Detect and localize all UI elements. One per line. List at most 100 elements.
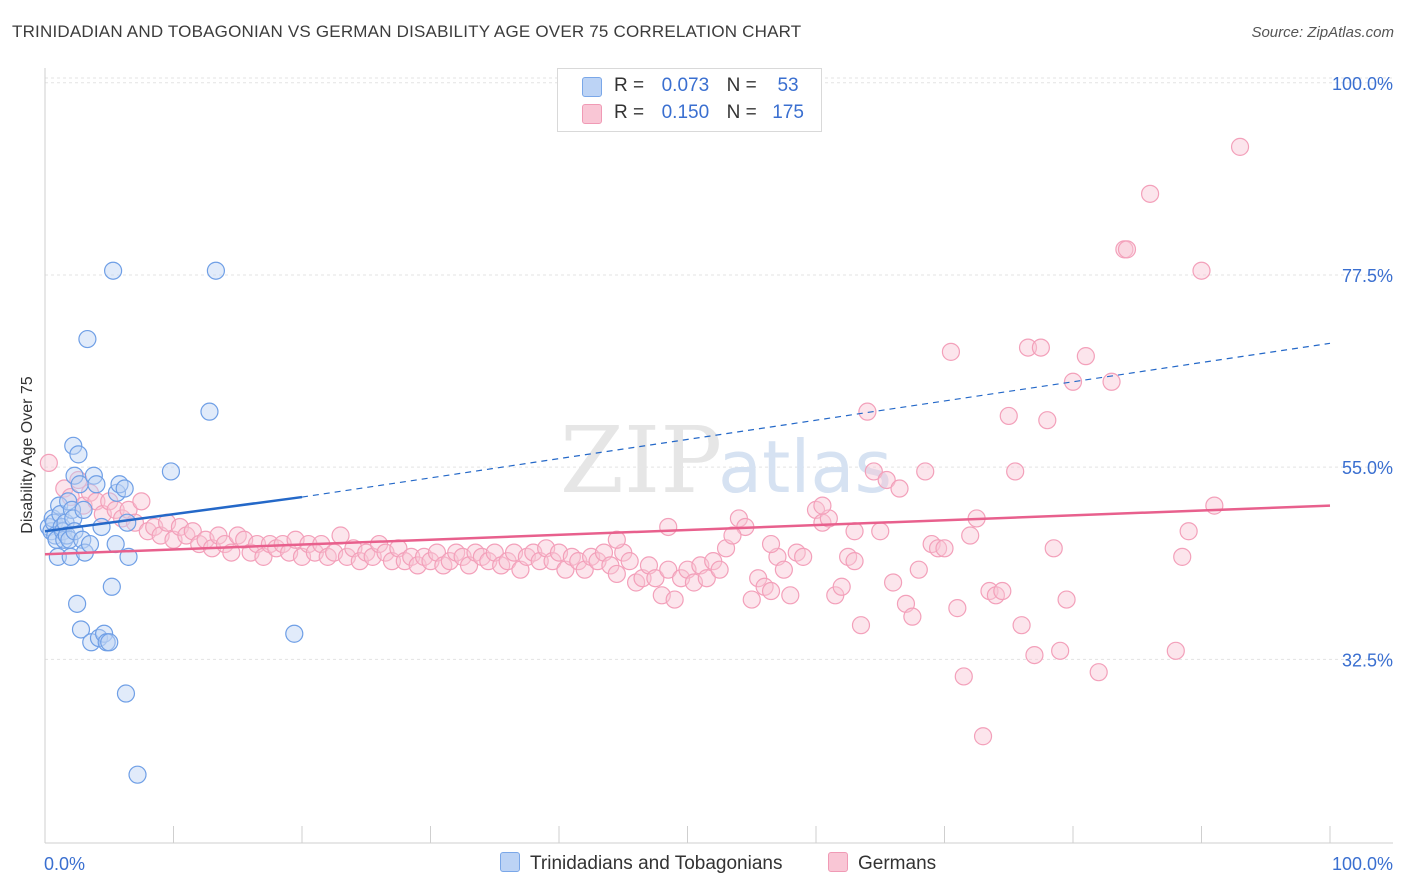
germans-point	[665, 590, 684, 609]
trend-lines	[44, 342, 1331, 556]
germans-point	[1166, 641, 1185, 660]
germans-point	[331, 526, 350, 545]
trinidadians-point	[87, 475, 106, 494]
germans-point	[1192, 261, 1211, 280]
bottom-legend-swatch-pink	[828, 852, 848, 872]
germans-point	[39, 453, 58, 473]
germans-point	[1051, 641, 1070, 660]
bottom-legend-swatch-blue	[500, 852, 520, 872]
germans-point	[1179, 522, 1198, 541]
series-germans	[39, 137, 1250, 746]
trinidadians-point	[102, 577, 121, 596]
chart-title: TRINIDADIAN AND TOBAGONIAN VS GERMAN DIS…	[12, 22, 802, 41]
germans-point	[659, 517, 678, 537]
legend-n-value: 175	[772, 102, 804, 123]
germans-point	[1102, 372, 1121, 391]
x-tick-label: 100.0%	[1332, 854, 1393, 874]
legend-r-label: R =	[614, 75, 645, 96]
germans-point	[864, 462, 883, 481]
bottom-legend-trinidadians: Trinidadians and Tobagonians	[500, 852, 782, 875]
germans-point	[851, 616, 871, 635]
germans-point	[954, 667, 973, 686]
y-axis-label: Disability Age Over 75	[19, 376, 36, 534]
tick-labels: 100.0% 77.5% 55.0% 32.5% 0.0% 100.0%	[44, 74, 1393, 874]
trinidadians-point	[116, 684, 136, 703]
y-tick-label: 32.5%	[1342, 650, 1393, 670]
germans-point	[781, 586, 800, 605]
germans-point	[1025, 645, 1044, 665]
trinidadians-point	[65, 466, 84, 485]
trinidadians-point	[74, 500, 93, 519]
germans-point	[761, 581, 781, 601]
germans-point	[845, 522, 864, 541]
trinidadians-point	[68, 594, 87, 613]
germans-trend-line	[44, 504, 1331, 556]
legend-n-label: N =	[726, 75, 757, 96]
trinidadians-point	[92, 517, 111, 537]
germans-point	[1063, 372, 1083, 391]
germans-point	[916, 462, 935, 481]
bottom-legend-germans: Germans	[828, 852, 936, 875]
germans-point	[607, 564, 626, 584]
trinidadians-trend-line	[44, 495, 303, 533]
source-label: Source: ZipAtlas.com	[1251, 24, 1394, 41]
germans-point	[928, 539, 948, 558]
germans-point	[774, 560, 793, 579]
germans-point	[607, 530, 626, 549]
germans-point	[1089, 663, 1108, 682]
trinidadians-point	[71, 620, 91, 639]
trinidadians-point	[118, 513, 137, 532]
germans-point	[1057, 590, 1076, 609]
germans-point	[1173, 547, 1192, 566]
bottom-legend-label: Trinidadians and Tobagonians	[530, 853, 783, 874]
trinidadians-point	[161, 462, 181, 481]
germans-point	[871, 522, 890, 541]
germans-point	[1044, 539, 1063, 558]
germans-point	[858, 402, 877, 421]
germans-point	[903, 607, 922, 626]
germans-point	[948, 599, 967, 618]
trinidadians-point	[80, 534, 100, 554]
legend-r-value: 0.073	[661, 75, 710, 96]
germans-point	[710, 560, 729, 579]
germans-point	[659, 560, 678, 579]
germans-point	[1117, 240, 1137, 259]
germans-point	[1230, 137, 1250, 156]
watermark-zip: ZIP	[560, 407, 722, 514]
legend-n-value: 53	[777, 75, 799, 96]
germans-point	[742, 590, 761, 609]
trinidadians-point	[59, 492, 78, 511]
germans-point	[909, 560, 928, 579]
bottom-legend-label: Germans	[858, 853, 937, 874]
germans-point	[813, 496, 832, 515]
series-trinidadians	[39, 261, 304, 784]
y-tick-label: 55.0%	[1342, 458, 1393, 478]
germans-point	[961, 526, 980, 545]
y-tick-label: 77.5%	[1342, 266, 1393, 286]
trinidadians-point	[206, 261, 226, 280]
germans-point	[941, 342, 961, 361]
trinidadians-point	[119, 547, 138, 566]
germans-point	[620, 552, 639, 571]
germans-point	[1012, 616, 1031, 635]
trinidadians-point	[200, 402, 219, 421]
legend-swatch-pink	[582, 104, 602, 124]
trinidadians-point	[115, 479, 134, 498]
germans-point	[1140, 184, 1160, 203]
trinidadians-point	[64, 436, 83, 455]
legend-r-label: R =	[614, 102, 645, 123]
germans-point	[877, 470, 896, 490]
germans-point	[845, 552, 864, 571]
germans-point	[973, 727, 993, 746]
watermark-atlas: atlas	[718, 425, 892, 509]
germans-point	[1076, 347, 1095, 366]
legend-r-value: 0.150	[661, 102, 710, 123]
germans-point	[1205, 496, 1224, 515]
germans-point	[1031, 338, 1050, 357]
legend-swatch-blue	[582, 77, 602, 97]
germans-point	[993, 581, 1012, 601]
trinidadians-point	[106, 534, 125, 554]
germans-point	[999, 406, 1018, 426]
trinidadians-trend-extension	[301, 342, 1331, 498]
